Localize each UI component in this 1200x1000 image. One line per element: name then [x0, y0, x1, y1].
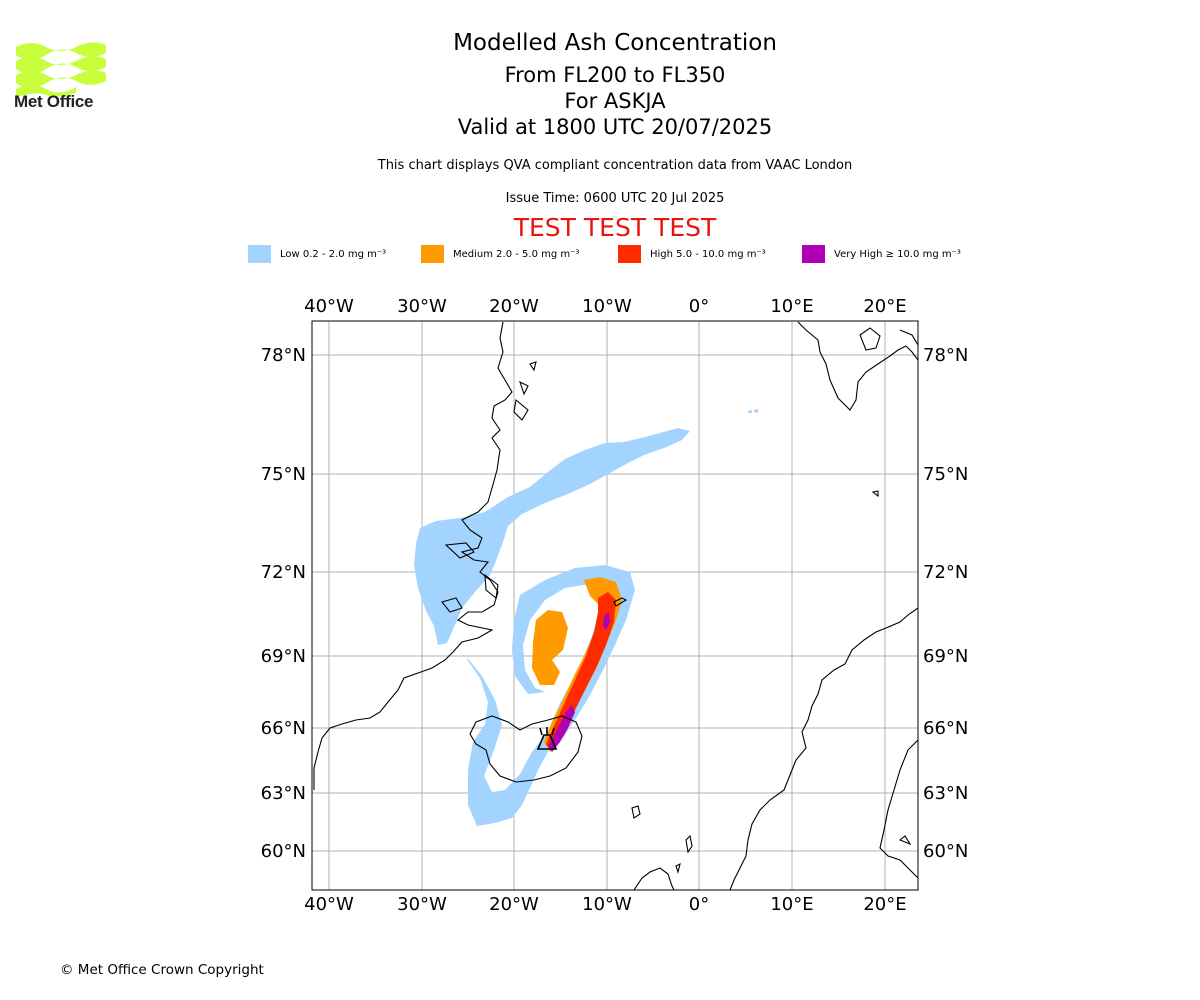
legend-item-very-high: Very High ≥ 10.0 mg m⁻³: [802, 244, 961, 264]
lat-label-right: 75°N: [923, 464, 968, 485]
lat-labels-right: 78°N 75°N 72°N 69°N 66°N 63°N 60°N: [923, 345, 968, 862]
volcano-name: For ASKJA: [564, 89, 666, 113]
lat-label-left: 63°N: [261, 783, 306, 804]
lon-labels-top: 40°W 30°W 20°W 10°W 0° 10°E 20°E: [304, 296, 906, 317]
volcano-marker: [536, 727, 558, 750]
flight-level-range: From FL200 to FL350: [504, 63, 726, 87]
lon-label-bottom: 0°: [689, 894, 709, 915]
lat-label-left: 75°N: [261, 464, 306, 485]
lat-label-right: 72°N: [923, 562, 968, 583]
met-office-logo: [16, 42, 106, 97]
copyright: © Met Office Crown Copyright: [60, 962, 264, 978]
lon-label-bottom: 10°E: [770, 894, 813, 915]
legend-label-very-high: Very High ≥ 10.0 mg m⁻³: [834, 248, 961, 260]
ash-very-high: [548, 612, 610, 752]
legend-swatch-low: [248, 245, 271, 263]
lon-label-bottom: 20°E: [863, 894, 906, 915]
legend-item-medium: Medium 2.0 - 5.0 mg m⁻³: [421, 244, 579, 264]
lat-label-left: 69°N: [261, 646, 306, 667]
legend-label-low: Low 0.2 - 2.0 mg m⁻³: [280, 248, 387, 260]
lat-label-right: 69°N: [923, 646, 968, 667]
legend-item-high: High 5.0 - 10.0 mg m⁻³: [618, 244, 766, 264]
legend-swatch-medium: [421, 245, 444, 263]
lat-label-right: 66°N: [923, 718, 968, 739]
lat-label-left: 66°N: [261, 718, 306, 739]
lat-label-right: 63°N: [923, 783, 968, 804]
chart-title: Modelled Ash Concentration: [453, 30, 777, 56]
lat-label-left: 72°N: [261, 562, 306, 583]
compliance-note: This chart displays QVA compliant concen…: [377, 158, 853, 173]
lat-label-right: 78°N: [923, 345, 968, 366]
valid-time: Valid at 1800 UTC 20/07/2025: [457, 115, 773, 139]
legend-item-low: Low 0.2 - 2.0 mg m⁻³: [248, 244, 386, 264]
legend-label-medium: Medium 2.0 - 5.0 mg m⁻³: [453, 248, 580, 260]
coastlines: [313, 321, 918, 890]
lat-label-right: 60°N: [923, 841, 968, 862]
issue-time: Issue Time: 0600 UTC 20 Jul 2025: [505, 191, 725, 206]
legend-swatch-high: [618, 245, 641, 263]
legend-label-high: High 5.0 - 10.0 mg m⁻³: [650, 248, 766, 260]
lon-labels-bottom: 40°W 30°W 20°W 10°W 0° 10°E 20°E: [304, 894, 906, 915]
lon-label-top: 20°W: [489, 296, 539, 317]
ash-low: [414, 409, 758, 826]
test-banner: TEST TEST TEST: [513, 213, 717, 242]
lon-label-top: 40°W: [304, 296, 354, 317]
lon-label-bottom: 40°W: [304, 894, 354, 915]
lat-labels-left: 78°N 75°N 72°N 69°N 66°N 63°N 60°N: [261, 345, 306, 862]
map-frame: [311, 320, 919, 891]
lon-label-bottom: 30°W: [397, 894, 447, 915]
lon-label-top: 20°E: [863, 296, 906, 317]
lon-label-top: 10°W: [582, 296, 632, 317]
legend-swatch-very-high: [802, 245, 825, 263]
lon-label-top: 10°E: [770, 296, 813, 317]
ash-high: [546, 592, 616, 752]
lon-label-top: 0°: [689, 296, 709, 317]
lon-label-bottom: 10°W: [582, 894, 632, 915]
lon-label-bottom: 20°W: [489, 894, 539, 915]
lon-label-top: 30°W: [397, 296, 447, 317]
logo-text: Met Office: [14, 92, 94, 111]
lat-label-left: 78°N: [261, 345, 306, 366]
lat-label-left: 60°N: [261, 841, 306, 862]
